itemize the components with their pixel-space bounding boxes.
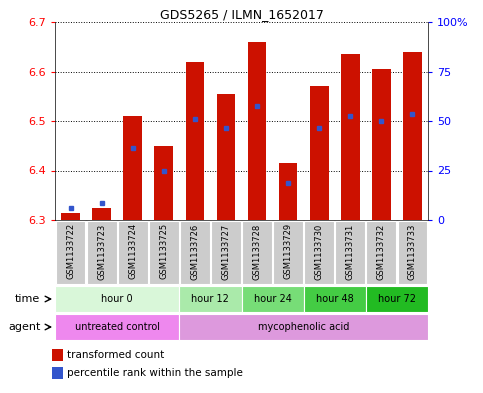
FancyBboxPatch shape	[304, 220, 334, 285]
Text: GSM1133726: GSM1133726	[190, 223, 199, 279]
Bar	[310, 86, 328, 220]
Bar	[279, 163, 298, 220]
Text: percentile rank within the sample: percentile rank within the sample	[68, 368, 243, 378]
FancyBboxPatch shape	[366, 286, 428, 312]
Bar	[341, 54, 360, 220]
Bar	[61, 213, 80, 220]
Text: GSM1133723: GSM1133723	[97, 223, 106, 279]
Text: GSM1133729: GSM1133729	[284, 223, 293, 279]
FancyBboxPatch shape	[149, 220, 179, 285]
Text: GSM1133730: GSM1133730	[315, 223, 324, 279]
FancyBboxPatch shape	[211, 220, 241, 285]
Text: hour 48: hour 48	[316, 294, 354, 304]
Text: transformed count: transformed count	[68, 350, 165, 360]
FancyBboxPatch shape	[398, 220, 427, 285]
Text: GSM1133727: GSM1133727	[222, 223, 230, 279]
Text: GDS5265 / ILMN_1652017: GDS5265 / ILMN_1652017	[159, 8, 324, 21]
Text: hour 72: hour 72	[378, 294, 416, 304]
Text: GSM1133731: GSM1133731	[346, 223, 355, 279]
Text: time: time	[15, 294, 41, 304]
Text: hour 12: hour 12	[191, 294, 229, 304]
FancyBboxPatch shape	[55, 314, 179, 340]
Bar	[372, 69, 391, 220]
Text: mycophenolic acid: mycophenolic acid	[258, 322, 349, 332]
Bar	[403, 52, 422, 220]
Text: GSM1133725: GSM1133725	[159, 223, 168, 279]
FancyBboxPatch shape	[180, 220, 210, 285]
Text: hour 0: hour 0	[101, 294, 133, 304]
Bar	[92, 208, 111, 220]
Text: GSM1133733: GSM1133733	[408, 223, 417, 280]
Bar	[52, 349, 63, 361]
Bar	[248, 42, 266, 220]
Text: GSM1133722: GSM1133722	[66, 223, 75, 279]
FancyBboxPatch shape	[335, 220, 365, 285]
FancyBboxPatch shape	[273, 220, 303, 285]
Bar	[185, 62, 204, 220]
FancyBboxPatch shape	[179, 314, 428, 340]
FancyBboxPatch shape	[118, 220, 148, 285]
Text: hour 24: hour 24	[254, 294, 292, 304]
FancyBboxPatch shape	[87, 220, 116, 285]
Bar	[217, 94, 235, 220]
Text: GSM1133732: GSM1133732	[377, 223, 386, 279]
Text: GSM1133724: GSM1133724	[128, 223, 137, 279]
FancyBboxPatch shape	[55, 286, 179, 312]
Text: GSM1133728: GSM1133728	[253, 223, 261, 279]
FancyBboxPatch shape	[367, 220, 396, 285]
FancyBboxPatch shape	[56, 220, 85, 285]
FancyBboxPatch shape	[242, 286, 304, 312]
FancyBboxPatch shape	[179, 286, 242, 312]
Text: agent: agent	[8, 322, 41, 332]
Bar	[52, 367, 63, 379]
FancyBboxPatch shape	[304, 286, 366, 312]
Bar	[123, 116, 142, 220]
Bar	[155, 146, 173, 220]
Text: untreated control: untreated control	[75, 322, 160, 332]
FancyBboxPatch shape	[242, 220, 272, 285]
